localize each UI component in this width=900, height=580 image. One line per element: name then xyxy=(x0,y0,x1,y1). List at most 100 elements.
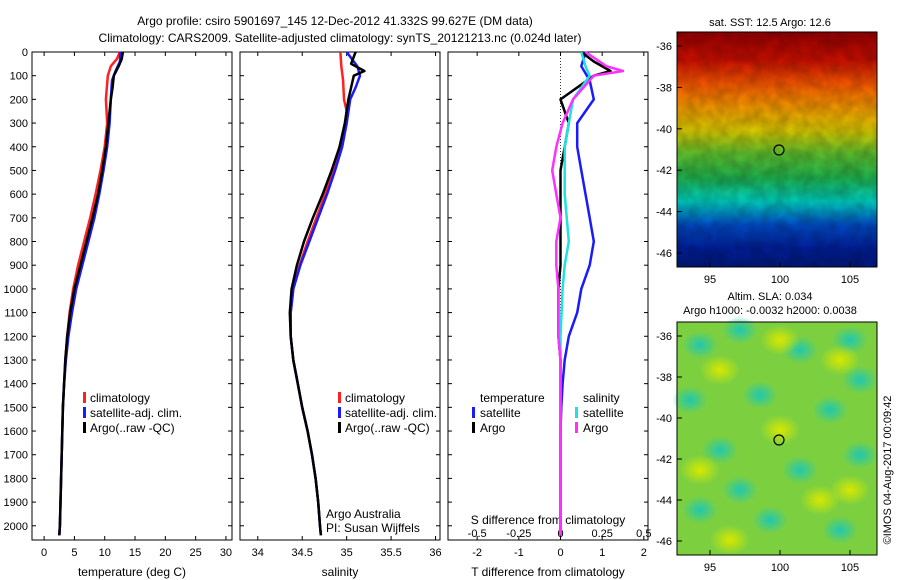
series-line-argo xyxy=(550,50,625,536)
legend-swatch-s-satellite xyxy=(575,407,578,418)
x-tick-label: 2 xyxy=(641,547,647,559)
sla-eddy-high xyxy=(800,485,840,515)
difference-legend: temperature salinity satellite Argo sate… xyxy=(472,391,624,435)
series-line-argo---raw--qc- xyxy=(58,51,125,536)
sla-eddy xyxy=(722,476,758,504)
sst-map-title: sat. SST: 12.5 Argo: 12.6 xyxy=(709,17,831,29)
legend-swatch-argo xyxy=(338,422,341,433)
y-tick-label: 0 xyxy=(22,47,28,59)
map-y-tick-label: -40 xyxy=(656,413,672,425)
x-tick-label: 10 xyxy=(99,547,111,559)
y-tick-label: 1600 xyxy=(4,426,28,438)
series-line-satellite-adj--clim- xyxy=(289,51,362,536)
sla-eddy xyxy=(682,331,718,359)
legend-label: climatology xyxy=(345,391,405,405)
y-tick-label: 600 xyxy=(10,189,28,201)
legend-label: satellite-adj. clim. xyxy=(90,406,182,420)
x-tick-label-s: 0.5 xyxy=(636,528,651,540)
x-tick-label: 34 xyxy=(252,547,264,559)
sst-map-argo-marker xyxy=(773,144,785,156)
map-y-tick-label: -42 xyxy=(656,165,672,177)
x-tick-label: 1 xyxy=(599,547,605,559)
x-tick-label: 15 xyxy=(129,547,141,559)
sla-eddy xyxy=(752,506,788,534)
salinity-xlabel: salinity xyxy=(322,565,359,579)
series-line-satellite-adj--clim- xyxy=(58,51,122,536)
y-tick-label: 700 xyxy=(10,213,28,225)
map-y-tick-label: -46 xyxy=(656,536,672,548)
sla-map-title-1: Altim. SLA: 0.034 xyxy=(728,291,813,303)
y-tick-label: 1000 xyxy=(4,284,28,296)
difference-panel xyxy=(447,51,649,541)
sla-eddy-high xyxy=(830,475,870,505)
salinity-panel xyxy=(239,51,441,541)
map-x-tick-label: 95 xyxy=(704,274,716,286)
y-tick-label: 1500 xyxy=(4,402,28,414)
legend-label: Argo xyxy=(583,421,609,435)
map-x-tick-label: 105 xyxy=(841,274,859,286)
difference-xlabel: T difference from climatology xyxy=(471,565,625,579)
sla-eddy xyxy=(672,386,708,414)
sla-map-texture xyxy=(672,316,878,555)
x-tick-label: 36 xyxy=(429,547,441,559)
salinity-legend: climatology satellite-adj. clim. Argo(..… xyxy=(338,391,437,435)
legend-swatch-climatology xyxy=(338,392,341,403)
y-tick-label: 300 xyxy=(10,118,28,130)
map-y-tick-label: -44 xyxy=(656,207,672,219)
x-tick-label-s: 0.25 xyxy=(591,528,612,540)
sla-eddy xyxy=(842,366,878,394)
imos-watermark: ©IMOS 04-Aug-2017 00:09:42 xyxy=(882,396,894,545)
figure-title: Argo profile: csiro 5901697_145 12-Dec-2… xyxy=(137,14,533,28)
legend-swatch-satellite xyxy=(338,407,341,418)
legend-swatch-s-argo xyxy=(575,422,578,433)
y-tick-label: 1800 xyxy=(4,473,28,485)
map-x-tick-label: 105 xyxy=(841,562,859,574)
y-tick-label: 1400 xyxy=(4,379,28,391)
x-tick-label: 0 xyxy=(41,547,47,559)
annotation-line1: Argo Australia xyxy=(326,507,401,521)
series-line-argo---raw--qc- xyxy=(288,51,366,536)
x-tick-label: -2 xyxy=(472,547,482,559)
legend-label: satellite-adj. clim. xyxy=(345,406,437,420)
x-tick-label-s: -0.5 xyxy=(468,528,487,540)
x-tick-label: 25 xyxy=(190,547,202,559)
temperature-xlabel: temperature (deg C) xyxy=(78,565,186,579)
y-tick-label: 1700 xyxy=(4,450,28,462)
x-tick-label: -1 xyxy=(514,547,524,559)
sla-eddy xyxy=(842,441,878,469)
sla-eddy-high xyxy=(710,525,750,555)
y-tick-label: 500 xyxy=(10,165,28,177)
x-tick-label-s: -0.25 xyxy=(506,528,531,540)
figure-subtitle: Climatology: CARS2009. Satellite-adjuste… xyxy=(99,31,582,45)
y-tick-label: 1300 xyxy=(4,355,28,367)
legend-label: Argo(..raw -QC) xyxy=(90,421,175,435)
sla-eddy xyxy=(682,496,718,524)
series-line-satellite xyxy=(559,51,591,536)
sla-eddy-high xyxy=(700,355,740,385)
sla-eddy xyxy=(812,396,848,424)
sla-map-title-2: Argo h1000: -0.0032 h2000: 0.0038 xyxy=(683,305,857,317)
x-tick-label: 35.5 xyxy=(380,547,401,559)
map-y-tick-label: -36 xyxy=(656,331,672,343)
x-tick-label: 5 xyxy=(71,547,77,559)
sst-map-frame xyxy=(676,31,878,268)
sla-eddy xyxy=(782,456,818,484)
map-y-tick-label: -36 xyxy=(656,41,672,53)
y-tick-label: 1900 xyxy=(4,497,28,509)
y-tick-label: 1100 xyxy=(4,308,28,320)
sla-eddy xyxy=(702,436,738,464)
y-tick-label: 900 xyxy=(10,260,28,272)
legend-title-salinity: salinity xyxy=(583,391,620,405)
map-y-tick-label: -38 xyxy=(656,82,672,94)
sla-map: Altim. SLA: 0.034 Argo h1000: -0.0032 h2… xyxy=(672,291,878,556)
sst-map: sat. SST: 12.5 Argo: 12.6 xyxy=(676,17,878,268)
x-tick-label: 0 xyxy=(557,547,563,559)
temperature-panel xyxy=(31,51,233,541)
sla-map-frame xyxy=(676,321,878,556)
sla-eddy xyxy=(822,516,858,544)
sla-eddy xyxy=(742,381,778,409)
difference-xlabel-top: S difference from climatology xyxy=(471,513,626,527)
map-y-tick-label: -46 xyxy=(656,248,672,260)
map-x-tick-label: 100 xyxy=(771,274,789,286)
